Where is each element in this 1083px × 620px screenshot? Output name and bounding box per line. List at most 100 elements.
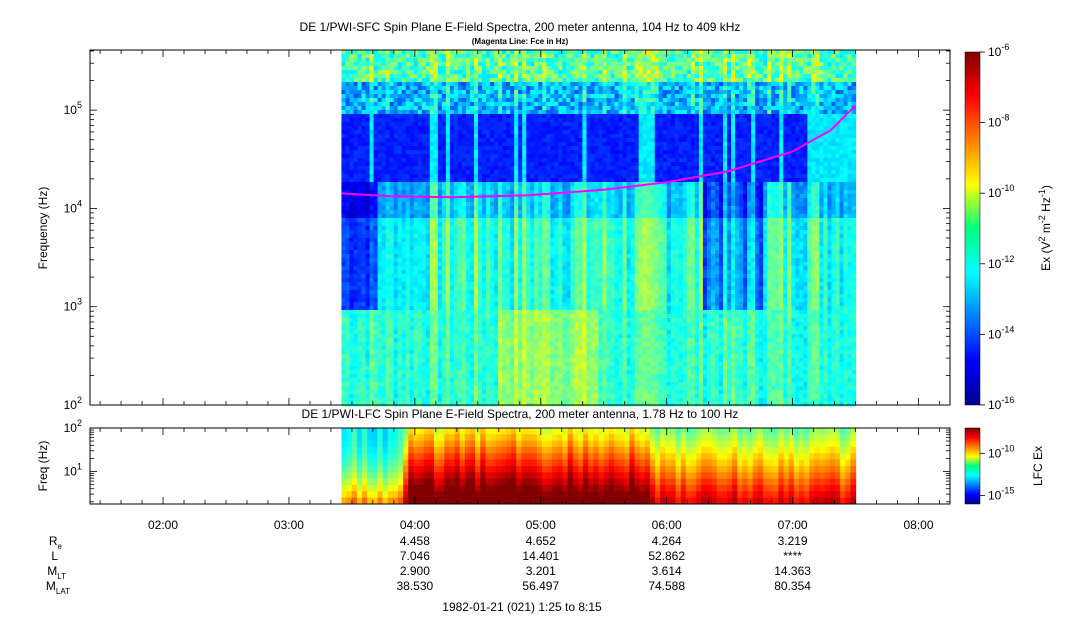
- sfc-heat-cell: [445, 338, 451, 343]
- sfc-heat-cell: [349, 274, 355, 279]
- sfc-heat-cell: [506, 266, 511, 271]
- sfc-heat-cell: [381, 66, 387, 71]
- sfc-heat-cell: [397, 170, 403, 175]
- sfc-heat-cell: [550, 390, 555, 395]
- sfc-heat-cell: [345, 234, 351, 239]
- sfc-heat-cell: [349, 366, 355, 371]
- sfc-heat-cell: [373, 342, 379, 347]
- sfc-heat-cell: [461, 330, 467, 335]
- sfc-heat-cell: [542, 394, 547, 399]
- sfc-heat-cell: [562, 222, 567, 227]
- sfc-heat-cell: [345, 170, 351, 175]
- sfc-heat-cell: [494, 266, 499, 271]
- sfc-heat-cell: [510, 70, 515, 75]
- sfc-heat-cell: [393, 130, 399, 135]
- sfc-heat-cell: [474, 114, 479, 119]
- sfc-heat-cell: [373, 382, 379, 387]
- sfc-heat-cell: [353, 178, 359, 183]
- sfc-heat-cell: [377, 402, 383, 407]
- sfc-heat-cell: [401, 402, 407, 407]
- sfc-heat-cell: [361, 358, 367, 363]
- sfc-heat-cell: [490, 134, 495, 139]
- sfc-heat-cell: [377, 86, 383, 91]
- sfc-heat-cell: [518, 334, 523, 339]
- sfc-heat-cell: [445, 306, 451, 311]
- sfc-heat-cell: [469, 246, 475, 251]
- sfc-heat-cell: [461, 130, 467, 135]
- sfc-heat-cell: [353, 286, 359, 291]
- sfc-heat-cell: [502, 258, 507, 263]
- sfc-heat-cell: [486, 158, 491, 163]
- sfc-heat-cell: [453, 182, 459, 187]
- sfc-heat-cell: [361, 274, 367, 279]
- sfc-heat-cell: [453, 94, 459, 99]
- sfc-heat-cell: [550, 302, 555, 307]
- sfc-heat-cell: [445, 254, 451, 259]
- sfc-heat-cell: [425, 298, 431, 303]
- sfc-heat-cell: [538, 258, 543, 263]
- sfc-heat-cell: [405, 302, 411, 307]
- sfc-heat-cell: [341, 54, 347, 59]
- sfc-heat-cell: [409, 98, 415, 103]
- sfc-heat-cell: [506, 190, 511, 195]
- sfc-heat-cell: [530, 398, 535, 403]
- sfc-heat-cell: [490, 294, 495, 299]
- sfc-heat-cell: [558, 162, 563, 167]
- sfc-heat-cell: [502, 302, 507, 307]
- sfc-heat-cell: [534, 122, 539, 127]
- sfc-heat-cell: [369, 218, 375, 223]
- sfc-heat-cell: [389, 382, 395, 387]
- sfc-heat-cell: [361, 150, 367, 155]
- sfc-heat-cell: [465, 166, 471, 171]
- sfc-heat-cell: [457, 334, 463, 339]
- sfc-heat-cell: [341, 214, 347, 219]
- sfc-heat-cell: [433, 70, 439, 75]
- sfc-heat-cell: [361, 174, 367, 179]
- sfc-heat-cell: [538, 170, 543, 175]
- sfc-heat-cell: [474, 346, 479, 351]
- sfc-heat-cell: [349, 266, 355, 271]
- sfc-heat-cell: [542, 78, 547, 83]
- sfc-heat-cell: [349, 210, 355, 215]
- sfc-heat-cell: [546, 246, 551, 251]
- sfc-heat-cell: [490, 162, 495, 167]
- sfc-heat-cell: [530, 146, 535, 151]
- sfc-heat-cell: [357, 290, 363, 295]
- sfc-heat-cell: [494, 326, 499, 331]
- sfc-heat-cell: [514, 78, 519, 83]
- sfc-heat-cell: [482, 390, 487, 395]
- sfc-heat-cell: [405, 398, 411, 403]
- sfc-heat-cell: [558, 286, 563, 291]
- sfc-heat-cell: [345, 366, 351, 371]
- sfc-heat-cell: [409, 146, 415, 151]
- sfc-heat-cell: [453, 178, 459, 183]
- sfc-heat-cell: [554, 186, 559, 191]
- sfc-heat-cell: [486, 130, 491, 135]
- sfc-heat-cell: [506, 314, 511, 319]
- sfc-heat-cell: [437, 218, 443, 223]
- sfc-heat-cell: [461, 198, 467, 203]
- sfc-heat-cell: [441, 382, 447, 387]
- sfc-heat-cell: [353, 54, 359, 59]
- sfc-heat-cell: [349, 282, 355, 287]
- sfc-heat-cell: [441, 226, 447, 231]
- sfc-heat-cell: [373, 258, 379, 263]
- sfc-heat-cell: [490, 54, 495, 59]
- sfc-heat-cell: [478, 226, 483, 231]
- sfc-heat-cell: [457, 226, 463, 231]
- sfc-heat-cell: [530, 106, 535, 111]
- sfc-heat-cell: [441, 302, 447, 307]
- sfc-heat-cell: [453, 358, 459, 363]
- sfc-heat-cell: [445, 106, 451, 111]
- sfc-heat-cell: [429, 394, 435, 399]
- sfc-heat-cell: [393, 78, 399, 83]
- sfc-heat-cell: [530, 190, 535, 195]
- sfc-heat-cell: [365, 242, 371, 247]
- sfc-heat-cell: [486, 226, 491, 231]
- sfc-heat-cell: [401, 334, 407, 339]
- sfc-heat-cell: [405, 214, 411, 219]
- sfc-heat-cell: [546, 374, 551, 379]
- sfc-heat-cell: [502, 150, 507, 155]
- sfc-heat-cell: [441, 274, 447, 279]
- sfc-heat-cell: [421, 338, 427, 343]
